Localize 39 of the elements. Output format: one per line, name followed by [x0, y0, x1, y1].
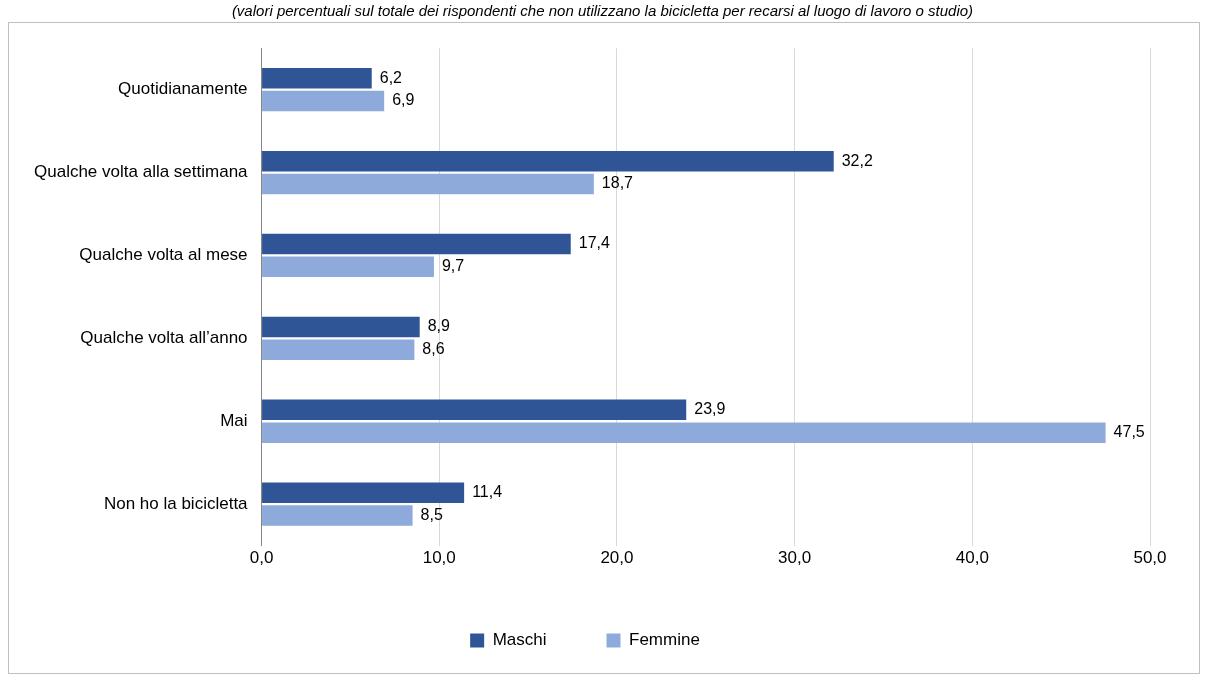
bar	[262, 173, 594, 195]
x-tick-label: 50,0	[1133, 548, 1167, 568]
x-tick-label: 40,0	[955, 548, 989, 568]
data-label: 32,2	[841, 151, 873, 169]
data-label: 47,5	[1113, 423, 1145, 441]
y-tick-label: Qualche volta alla settimana	[34, 162, 249, 182]
y-tick-label: Mai	[220, 410, 248, 430]
bar	[262, 482, 465, 504]
bar	[262, 256, 434, 278]
y-tick-label: Non ho la bicicletta	[103, 493, 249, 513]
y-tick-label: Qualche volta al mese	[79, 245, 248, 265]
bar	[262, 233, 571, 255]
y-tick-label: Quotidianamente	[118, 79, 248, 99]
bar	[262, 90, 385, 112]
y-tick-label: Qualche volta all’anno	[80, 328, 248, 348]
data-label: 8,9	[427, 317, 451, 335]
legend-label: Femmine	[629, 630, 700, 650]
data-label: 8,6	[422, 340, 445, 358]
x-tick-label: 30,0	[778, 548, 812, 568]
legend-label: Maschi	[492, 630, 547, 650]
bar	[262, 150, 834, 172]
data-label: 18,7	[601, 174, 634, 192]
data-label: 23,9	[694, 400, 726, 418]
data-label: 11,4	[472, 483, 503, 501]
bar	[262, 505, 413, 526]
data-label: 6,2	[379, 68, 403, 86]
data-label: 9,7	[441, 257, 465, 275]
chart-subtitle: (valori percentuali sul totale dei rispondenti che non utilizzano la bicicletta per recarsi al luogo di lavoro o studio)	[230, 2, 975, 19]
data-label: 8,5	[420, 505, 443, 523]
x-tick-label: 0,0	[249, 548, 274, 568]
bar	[262, 67, 372, 89]
x-tick-label: 10,0	[422, 548, 456, 568]
bar	[262, 399, 687, 421]
x-tick-label: 20,0	[600, 548, 634, 568]
bar	[262, 316, 420, 338]
data-label: 6,9	[392, 91, 415, 109]
data-label: 17,4	[578, 234, 610, 252]
bar	[262, 422, 1106, 443]
bar	[262, 339, 415, 361]
